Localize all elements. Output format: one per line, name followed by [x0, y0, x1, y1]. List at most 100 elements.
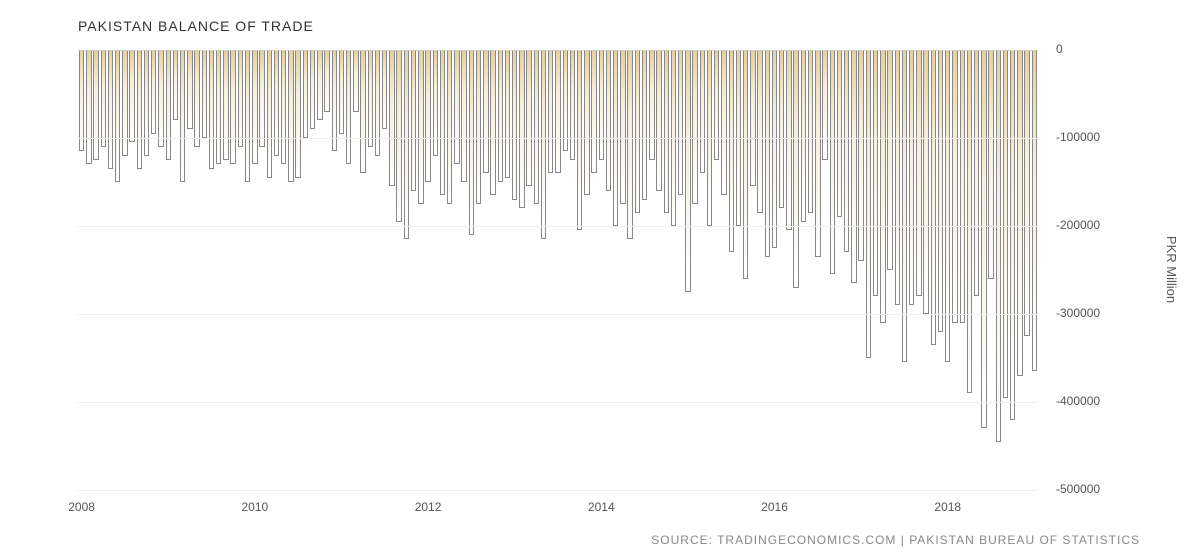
x-tick-label: 2012: [415, 500, 442, 514]
bar: [844, 50, 849, 252]
bar: [757, 50, 762, 213]
bar: [498, 50, 503, 182]
bar: [627, 50, 632, 239]
bar: [599, 50, 604, 160]
y-tick-label: 0: [1056, 42, 1063, 56]
bar: [425, 50, 430, 182]
bar: [548, 50, 553, 173]
gridline: [78, 226, 1038, 227]
bar: [880, 50, 885, 323]
bar: [281, 50, 286, 164]
bars-layer: [78, 50, 1038, 490]
bar: [144, 50, 149, 156]
bar: [830, 50, 835, 274]
bar: [151, 50, 156, 134]
chart-container: PAKISTAN BALANCE OF TRADE PKR Million SO…: [0, 0, 1200, 559]
bar: [505, 50, 510, 178]
y-tick-label: -200000: [1056, 218, 1100, 232]
bar: [202, 50, 207, 138]
chart-title: PAKISTAN BALANCE OF TRADE: [78, 18, 314, 34]
bar: [180, 50, 185, 182]
bar: [1032, 50, 1037, 371]
bar: [700, 50, 705, 173]
bar: [895, 50, 900, 305]
bar: [339, 50, 344, 134]
bar: [555, 50, 560, 173]
bar: [902, 50, 907, 362]
bar: [786, 50, 791, 230]
bar: [404, 50, 409, 239]
bar: [418, 50, 423, 204]
bar: [411, 50, 416, 191]
bar: [93, 50, 98, 160]
bar: [295, 50, 300, 178]
bar: [714, 50, 719, 160]
bar: [483, 50, 488, 173]
bar: [779, 50, 784, 208]
y-tick-label: -300000: [1056, 306, 1100, 320]
bar: [981, 50, 986, 428]
bar: [389, 50, 394, 186]
bar: [591, 50, 596, 173]
bar: [692, 50, 697, 204]
gridline: [78, 490, 1038, 491]
bar: [822, 50, 827, 160]
bar: [129, 50, 134, 142]
bar: [288, 50, 293, 182]
bar: [303, 50, 308, 138]
bar: [108, 50, 113, 169]
bar: [729, 50, 734, 252]
x-tick-label: 2014: [588, 500, 615, 514]
gridline: [78, 402, 1038, 403]
bar: [194, 50, 199, 147]
bar: [974, 50, 979, 296]
bar: [620, 50, 625, 204]
bar: [101, 50, 106, 147]
bar: [216, 50, 221, 164]
bar: [433, 50, 438, 156]
bar: [396, 50, 401, 222]
bar: [238, 50, 243, 147]
bar: [310, 50, 315, 129]
bar: [476, 50, 481, 204]
bar: [534, 50, 539, 204]
bar: [656, 50, 661, 191]
bar: [332, 50, 337, 151]
x-tick-label: 2016: [761, 500, 788, 514]
bar: [931, 50, 936, 345]
bar: [122, 50, 127, 156]
bar: [577, 50, 582, 230]
bar: [360, 50, 365, 173]
bar: [317, 50, 322, 120]
plot-area: [78, 50, 1038, 490]
bar: [635, 50, 640, 213]
bar: [461, 50, 466, 182]
bar: [137, 50, 142, 169]
bar: [346, 50, 351, 164]
bar: [259, 50, 264, 147]
bar: [469, 50, 474, 235]
baseline: [78, 50, 1038, 51]
bar: [375, 50, 380, 156]
bar: [960, 50, 965, 323]
bar: [1017, 50, 1022, 376]
bar: [223, 50, 228, 160]
bar: [252, 50, 257, 164]
bar: [642, 50, 647, 200]
bar: [743, 50, 748, 279]
bar: [887, 50, 892, 270]
bar: [512, 50, 517, 200]
bar: [793, 50, 798, 288]
bar: [851, 50, 856, 283]
bar: [923, 50, 928, 314]
bar: [909, 50, 914, 305]
gridline: [78, 138, 1038, 139]
bar: [678, 50, 683, 195]
bar: [873, 50, 878, 296]
bar: [938, 50, 943, 332]
bar: [664, 50, 669, 213]
bar: [267, 50, 272, 178]
bar: [245, 50, 250, 182]
bar: [801, 50, 806, 222]
bar: [1003, 50, 1008, 398]
